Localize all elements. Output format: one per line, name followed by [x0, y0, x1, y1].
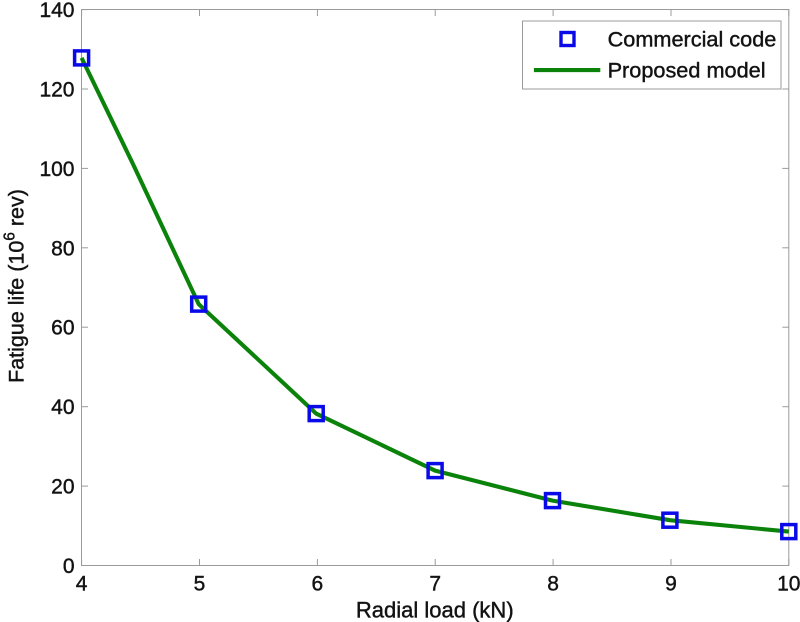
svg-text:10: 10 — [777, 573, 800, 596]
svg-text:Commercial code: Commercial code — [608, 27, 777, 52]
svg-text:Radial load (kN): Radial load (kN) — [356, 598, 514, 622]
svg-text:9: 9 — [665, 573, 677, 596]
svg-text:60: 60 — [51, 317, 74, 340]
svg-text:0: 0 — [63, 555, 75, 578]
svg-text:Proposed model: Proposed model — [608, 58, 766, 83]
svg-text:Fatigue life (106 rev): Fatigue life (106 rev) — [2, 189, 29, 383]
svg-text:80: 80 — [51, 237, 74, 260]
svg-text:7: 7 — [429, 573, 441, 596]
svg-text:120: 120 — [39, 79, 74, 102]
svg-text:40: 40 — [51, 396, 74, 419]
svg-text:20: 20 — [51, 476, 74, 499]
svg-text:8: 8 — [547, 573, 559, 596]
svg-text:6: 6 — [312, 573, 324, 596]
svg-text:100: 100 — [39, 158, 74, 181]
svg-text:4: 4 — [76, 573, 88, 596]
svg-text:5: 5 — [194, 573, 206, 596]
svg-text:140: 140 — [39, 0, 74, 22]
